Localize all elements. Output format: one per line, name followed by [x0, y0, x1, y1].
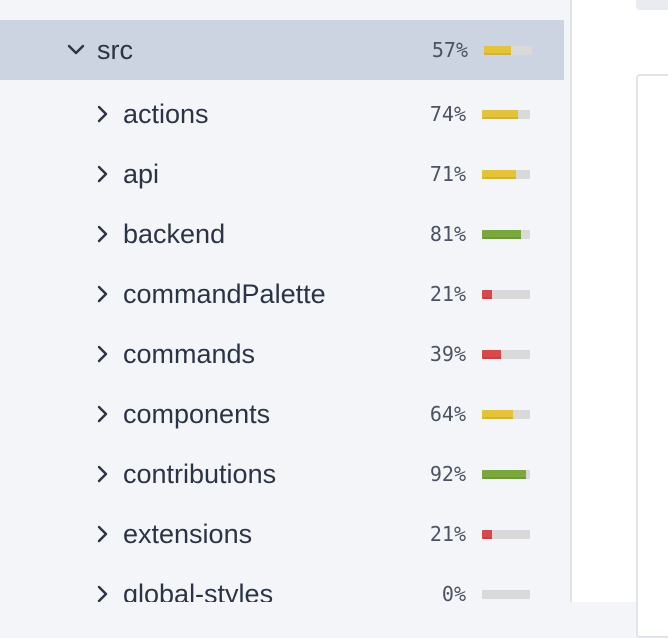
coverage-file-tree: scripts src 57% actions74%api71%backend8…: [0, 20, 564, 602]
tree-row-actions[interactable]: actions 74%: [0, 84, 564, 144]
coverage-percent: 74%: [429, 102, 466, 126]
tree-row-label: contributions: [123, 459, 277, 489]
coverage-bar-fill: [482, 470, 527, 479]
tree-row-global-styles[interactable]: global-styles 0%: [0, 564, 564, 602]
coverage-percent: 81%: [429, 222, 466, 246]
tree-row-label: commands: [123, 339, 256, 369]
coverage-bar: [482, 470, 530, 479]
coverage-percent: 64%: [429, 402, 466, 426]
tree-row-label: src: [97, 35, 133, 65]
tree-row-contributions[interactable]: contributions 92%: [0, 444, 564, 504]
chevron-right-icon[interactable]: [92, 224, 112, 244]
tree-row-label: components: [123, 399, 271, 429]
tree-row-label: actions: [123, 99, 209, 129]
coverage-bar-fill: [482, 530, 493, 539]
coverage-bar-fill: [482, 170, 517, 179]
coverage-bar-fill: [482, 230, 521, 239]
coverage-bar: [482, 290, 530, 299]
tree-row-components[interactable]: components 64%: [0, 384, 564, 444]
tree-row-extensions[interactable]: extensions 21%: [0, 504, 564, 564]
tree-row-label: extensions: [123, 519, 253, 549]
chevron-right-icon[interactable]: [92, 344, 112, 364]
coverage-percent: 21%: [429, 522, 466, 546]
chevron-right-icon[interactable]: [92, 104, 112, 124]
chevron-right-icon[interactable]: [92, 464, 112, 484]
coverage-bar: [482, 590, 530, 599]
coverage-bar: [482, 530, 530, 539]
tree-row-label: api: [123, 159, 160, 189]
tree-row-label: commandPalette: [123, 279, 326, 309]
coverage-bar: [482, 110, 530, 119]
coverage-percent: 71%: [429, 162, 466, 186]
pane-divider[interactable]: [570, 0, 572, 602]
coverage-percent: 21%: [429, 282, 466, 306]
chevron-right-icon[interactable]: [92, 524, 112, 544]
coverage-bar-fill: [482, 350, 501, 359]
chevron-right-icon[interactable]: [92, 164, 112, 184]
tree-row-src[interactable]: src 57%: [0, 20, 564, 80]
chevron-down-icon[interactable]: [66, 40, 86, 60]
tree-row-label: backend: [123, 219, 226, 249]
coverage-percent: 57%: [431, 38, 468, 62]
coverage-percent: 92%: [429, 462, 466, 486]
editor-pane: [572, 0, 668, 638]
chevron-right-icon[interactable]: [92, 404, 112, 424]
tree-row-label: global-styles: [123, 579, 274, 602]
coverage-percent: 0%: [441, 582, 466, 602]
coverage-bar: [482, 350, 530, 359]
coverage-bar: [482, 170, 530, 179]
chevron-right-icon[interactable]: [92, 284, 112, 304]
tree-row-commands[interactable]: commands 39%: [0, 324, 564, 384]
coverage-bar-fill: [484, 46, 512, 55]
coverage-bar-fill: [482, 290, 493, 299]
coverage-bar: [482, 230, 530, 239]
coverage-bar: [482, 410, 530, 419]
coverage-bar-fill: [482, 110, 518, 119]
tree-row-commandpalette[interactable]: commandPalette 21%: [0, 264, 564, 324]
coverage-percent: 39%: [429, 342, 466, 366]
chevron-right-icon[interactable]: [92, 584, 112, 602]
tab-strip-fragment: [636, 0, 668, 10]
tree-row-api[interactable]: api 71%: [0, 144, 564, 204]
editor-panel: [636, 74, 668, 638]
tree-row-backend[interactable]: backend 81%: [0, 204, 564, 264]
coverage-bar-fill: [482, 410, 513, 419]
coverage-bar: [484, 46, 532, 55]
